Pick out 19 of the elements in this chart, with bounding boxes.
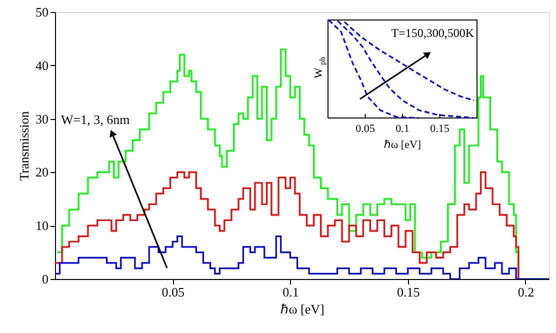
y-tick-label: 50 (36, 4, 48, 20)
x-tick-label: 0.2 (518, 284, 534, 300)
x-tick-label: 0.05 (162, 284, 184, 300)
y-axis-title: Wph (313, 57, 327, 78)
y-tick-label: 0 (42, 272, 48, 286)
y-tick-label: 30 (36, 111, 48, 126)
x-axis-title: ℏω [eV] (384, 139, 422, 151)
x-axis-title: ℏω [eV] (280, 302, 324, 316)
x-tick-label: 0.1 (282, 284, 299, 300)
x-tick-label: 0.15 (396, 284, 420, 300)
annotation: W=1, 3, 6nm (61, 112, 130, 127)
y-tick-label: 40 (36, 58, 48, 73)
x-tick-label: 0.1 (396, 123, 410, 135)
y-axis-title: Transmission (16, 110, 32, 181)
y-tick-label: 20 (36, 164, 48, 180)
y-tick-label: 10 (36, 218, 48, 234)
annotation: T=150,300,500K (391, 26, 474, 40)
x-tick-label: 0.15 (430, 123, 450, 135)
x-tick-label: 0.05 (356, 123, 376, 135)
